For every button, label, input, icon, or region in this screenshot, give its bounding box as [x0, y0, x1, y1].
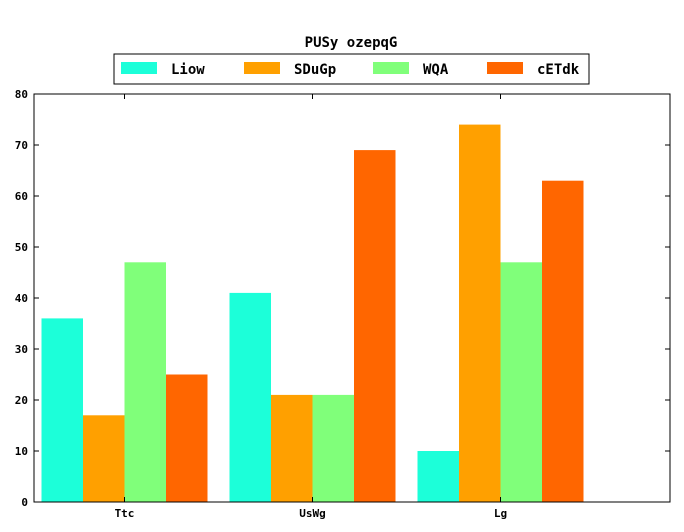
legend-label-Liow: Liow — [171, 62, 205, 78]
legend-label-SDuGp: SDuGp — [294, 62, 336, 78]
y-tick-label: 70 — [15, 139, 28, 152]
y-tick-label: 40 — [15, 292, 28, 305]
x-tick-label: UsWg — [299, 507, 326, 520]
bar-SDuGp-Lg — [459, 124, 501, 502]
bar-WQA-Lg — [500, 262, 542, 502]
legend-swatch-Liow — [121, 62, 157, 74]
x-axis: Ttc UsWg Lg — [115, 94, 507, 520]
x-tick-label: Ttc — [115, 507, 135, 520]
legend-swatch-SDuGp — [244, 62, 280, 74]
legend-swatch-cETdk — [487, 62, 523, 74]
y-tick-label: 30 — [15, 343, 28, 356]
bar-cETdk-UsWg — [354, 150, 396, 502]
bar-SDuGp-Ttc — [83, 415, 125, 502]
bar-Liow-Lg — [417, 451, 459, 502]
y-tick-label: 60 — [15, 190, 28, 203]
x-tick-label: Lg — [494, 507, 507, 520]
y-tick-label: 80 — [15, 88, 28, 101]
bar-SDuGp-UsWg — [271, 394, 313, 502]
y-tick-label: 10 — [15, 445, 28, 458]
bar-cETdk-Lg — [542, 180, 584, 502]
legend-label-cETdk: cETdk — [537, 62, 580, 78]
legend: Liow SDuGp WQA cETdk — [113, 53, 590, 85]
bar-Liow-Ttc — [41, 318, 83, 502]
y-axis: 0 10 20 30 40 50 60 70 80 — [15, 88, 670, 509]
chart-title: PUSy ozepqG — [305, 35, 398, 51]
legend-swatch-WQA — [373, 62, 409, 74]
bar-WQA-UsWg — [312, 394, 354, 502]
bar-WQA-Ttc — [124, 262, 166, 502]
y-tick-label: 20 — [15, 394, 28, 407]
legend-label-WQA: WQA — [423, 62, 449, 78]
y-tick-label: 50 — [15, 241, 28, 254]
y-tick-label: 0 — [21, 496, 28, 509]
bar-cETdk-Ttc — [166, 374, 208, 502]
bars — [41, 124, 584, 502]
bar-Liow-UsWg — [229, 292, 271, 502]
